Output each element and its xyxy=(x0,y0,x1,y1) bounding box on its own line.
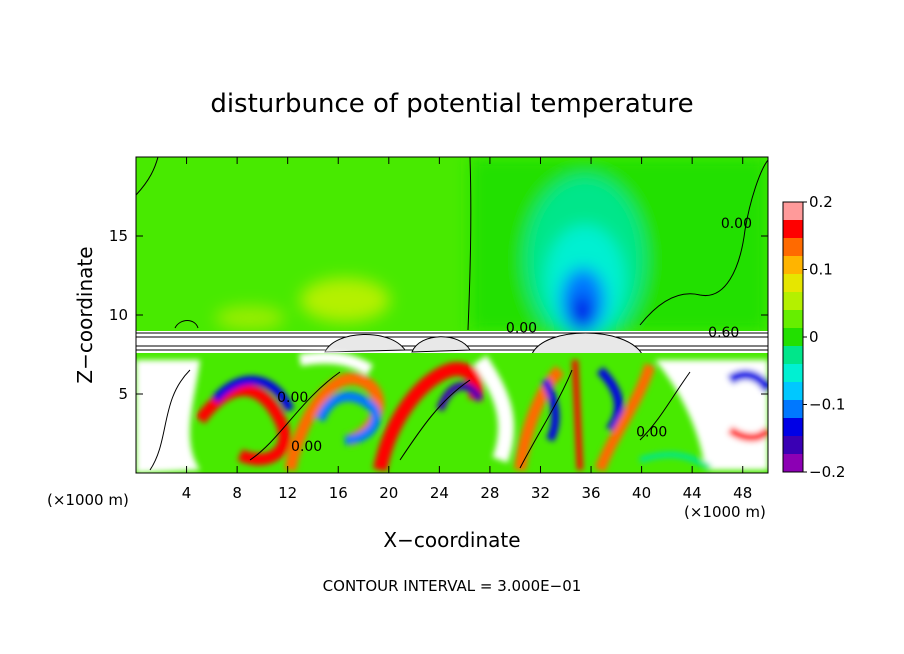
swirl-white-2 xyxy=(473,355,515,463)
colorbar-swatch xyxy=(783,328,803,347)
lower-field xyxy=(136,351,768,473)
contour-label: 0.00 xyxy=(506,320,537,336)
bump-2 xyxy=(411,336,471,353)
colorbar-ticks: 0.2 0.1 0 −0.1 −0.2 xyxy=(803,193,845,481)
upper-contours xyxy=(136,157,768,331)
colorbar-swatch xyxy=(783,400,803,419)
contour-label: 0.00 xyxy=(291,439,322,455)
x-unit-right: (×1000 m) xyxy=(684,503,766,521)
swirl-blue-4 xyxy=(596,366,624,433)
colorbar-swatch xyxy=(783,310,803,329)
plot-field xyxy=(136,157,768,473)
colorbar-swatch xyxy=(783,418,803,437)
colorbar-swatch xyxy=(783,256,803,275)
swirl-green-1 xyxy=(639,451,712,471)
y-tick-label: 15 xyxy=(109,227,128,245)
x-tick-label: 28 xyxy=(480,484,499,502)
swirl-blue-5 xyxy=(727,369,768,393)
colorbar-swatch xyxy=(783,382,803,401)
x-unit-left: (×1000 m) xyxy=(47,491,129,509)
x-tick-label: 16 xyxy=(329,484,348,502)
colorbar-swatch xyxy=(783,346,803,365)
swirl-red-4 xyxy=(514,365,565,471)
band-bumps xyxy=(324,332,643,355)
contour-upper-left xyxy=(136,157,159,196)
x-axis-ticks: 4 8 12 16 20 24 28 32 36 40 44 48 xyxy=(182,157,752,502)
colorbar-swatches xyxy=(783,202,803,473)
x-axis-label: X−coordinate xyxy=(383,528,520,552)
x-tick-label: 12 xyxy=(278,484,297,502)
colorbar-swatch xyxy=(783,292,803,311)
contour-upper-mid xyxy=(467,157,472,331)
y-tick-label: 5 xyxy=(118,385,128,403)
swirl-blue-2 xyxy=(315,391,381,445)
x-tick-label: 4 xyxy=(182,484,192,502)
swirl-red-5 xyxy=(572,359,583,471)
contour-low-2 xyxy=(249,371,341,461)
bump-3 xyxy=(531,332,643,355)
colorbar-swatch xyxy=(783,220,803,239)
colorbar-tick-label: 0 xyxy=(809,328,819,346)
colorbar-tick-label: −0.2 xyxy=(809,463,845,481)
bump-1 xyxy=(324,334,406,353)
chart-title: disturbunce of potential temperature xyxy=(210,89,693,119)
swirl-red-3 xyxy=(373,362,484,472)
swirl-blue-3 xyxy=(541,378,560,442)
x-tick-label: 24 xyxy=(430,484,449,502)
swirl-blue-1 xyxy=(211,375,295,412)
cold-plume-core xyxy=(571,295,593,329)
contour-label: 0.00 xyxy=(277,390,308,406)
x-tick-label: 44 xyxy=(683,484,702,502)
colorbar-swatch xyxy=(783,202,803,221)
colorbar-tick-label: −0.1 xyxy=(809,396,845,414)
contour-upper-right xyxy=(639,159,768,326)
contour-low-5 xyxy=(639,371,691,441)
contour-low-1 xyxy=(149,369,191,471)
colorbar-swatch xyxy=(783,274,803,293)
y-axis-label: Z−coordinate xyxy=(73,246,97,383)
x-tick-label: 20 xyxy=(379,484,398,502)
colorbar-swatch xyxy=(783,364,803,383)
colorbar-tick-label: 0.1 xyxy=(809,261,833,279)
contour-label: 0.00 xyxy=(636,425,667,441)
contour-interval-note: CONTOUR INTERVAL = 3.000E−01 xyxy=(323,577,582,595)
contour-low-3 xyxy=(399,379,471,461)
swirl-white-3 xyxy=(655,360,768,470)
x-tick-label: 32 xyxy=(531,484,550,502)
x-tick-label: 8 xyxy=(232,484,242,502)
y-tick-label: 10 xyxy=(109,306,128,324)
colorbar-swatch xyxy=(783,238,803,257)
contour-label: 0.60 xyxy=(708,325,739,341)
swirl-red-6 xyxy=(594,363,656,472)
swirl-red-7 xyxy=(727,426,768,442)
x-tick-label: 36 xyxy=(581,484,600,502)
warm-patch-2 xyxy=(215,306,285,330)
upper-field xyxy=(215,157,768,345)
contour-labels: 0.00 0.00 0.60 0.00 0.00 0.00 xyxy=(277,216,752,455)
lower-contours xyxy=(149,369,691,471)
colorbar-tick-label: 0.2 xyxy=(809,193,833,211)
contour-upper-loop xyxy=(174,320,199,329)
colorbar-swatch xyxy=(783,436,803,455)
colorbar: 0.2 0.1 0 −0.1 −0.2 xyxy=(782,193,845,481)
contour-label: 0.00 xyxy=(721,216,752,232)
colorbar-swatch xyxy=(783,454,803,473)
contour-low-4 xyxy=(519,369,573,469)
warm-patch xyxy=(300,278,390,322)
y-axis-ticks: 5 10 15 xyxy=(109,227,768,403)
x-tick-label: 48 xyxy=(733,484,752,502)
swirl-left-white xyxy=(136,360,200,473)
x-tick-label: 40 xyxy=(632,484,651,502)
swirl-white-1 xyxy=(299,351,374,376)
